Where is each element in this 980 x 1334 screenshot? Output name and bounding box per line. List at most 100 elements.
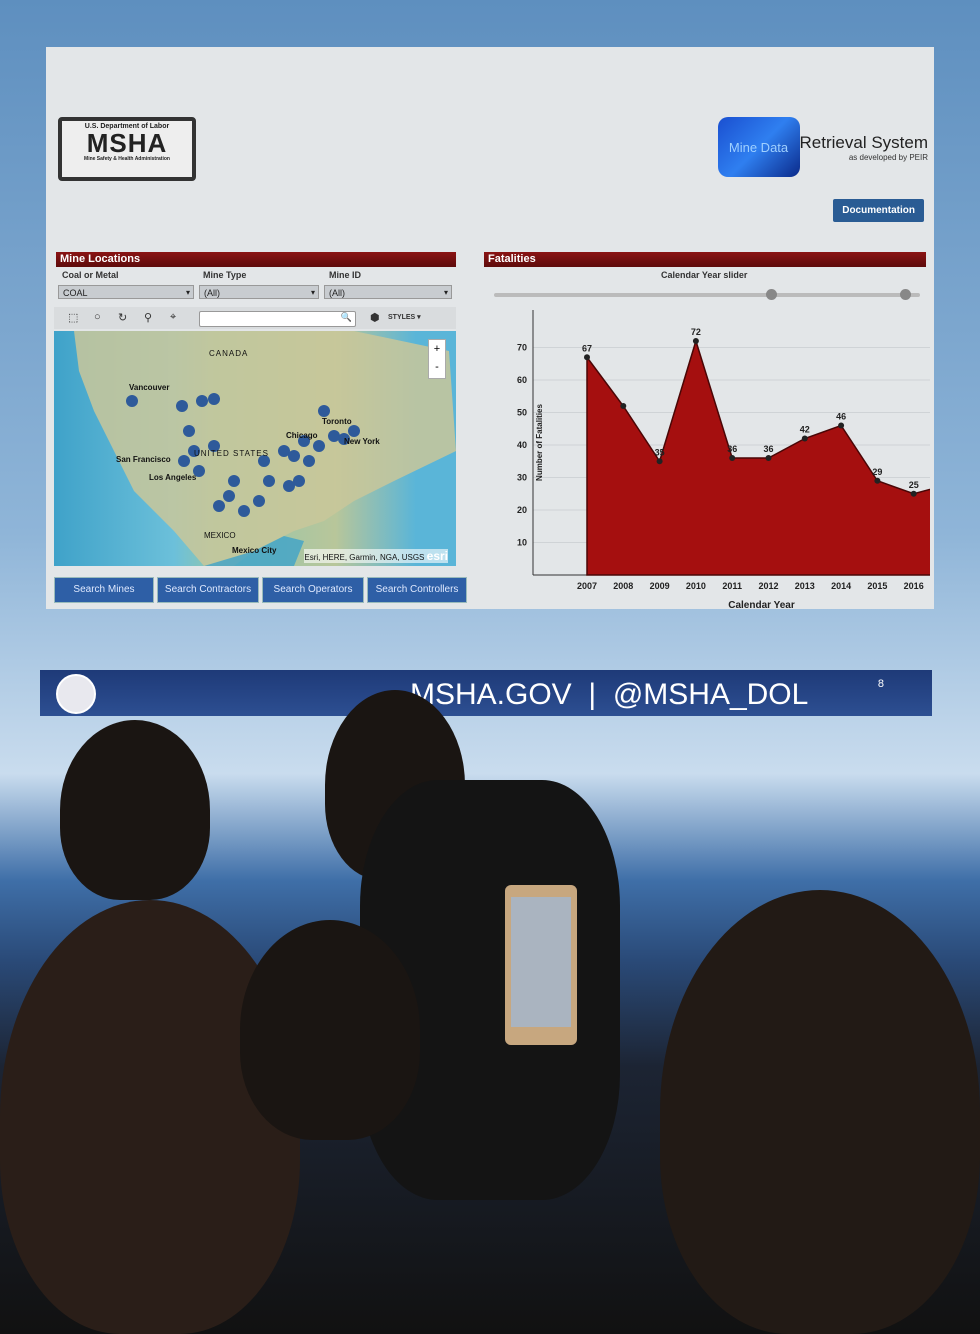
mine-marker[interactable]	[238, 505, 250, 517]
map-label: Toronto	[322, 417, 352, 426]
mine-marker[interactable]	[228, 475, 240, 487]
data-point[interactable]	[874, 477, 881, 484]
mine-marker[interactable]	[223, 490, 235, 502]
audience-head	[60, 720, 210, 900]
search-mines-button[interactable]: Search Mines	[54, 577, 154, 603]
mine-marker[interactable]	[293, 475, 305, 487]
circle-select-icon[interactable]: ○	[94, 311, 101, 323]
x-tick-label: 2016	[904, 581, 924, 591]
x-tick-label: 2010	[686, 581, 706, 591]
pin-select-icon[interactable]: ⚲	[144, 312, 153, 324]
x-tick-label: 2014	[831, 581, 851, 591]
data-point[interactable]	[620, 403, 627, 409]
mine-marker[interactable]	[338, 433, 350, 445]
mine-marker[interactable]	[313, 440, 325, 452]
data-point[interactable]	[584, 354, 590, 361]
mine-marker[interactable]	[188, 445, 200, 457]
mine-marker[interactable]	[263, 475, 275, 487]
data-point[interactable]	[692, 338, 699, 344]
data-label: 35	[655, 447, 665, 457]
data-label: 67	[582, 343, 592, 353]
data-label: 25	[909, 480, 919, 490]
mine-marker[interactable]	[328, 430, 340, 442]
mine-marker[interactable]	[288, 450, 300, 462]
mine-marker[interactable]	[278, 445, 290, 457]
mine-marker[interactable]	[183, 425, 195, 437]
audience-head	[0, 900, 300, 1334]
search-buttons: Search Mines Search Contractors Search O…	[54, 577, 467, 603]
mine-marker[interactable]	[176, 400, 188, 412]
y-tick-label: 30	[517, 473, 527, 483]
data-label: 36	[763, 444, 773, 454]
app-subtitle: as developed by PEIR	[848, 152, 928, 162]
data-label: 72	[691, 327, 701, 337]
data-point[interactable]	[729, 455, 736, 461]
map-label: Chicago	[286, 431, 318, 440]
mine-id-select[interactable]: (All)	[324, 285, 452, 300]
map-label: Vancouver	[129, 383, 170, 392]
x-tick-label: 2015	[867, 581, 887, 591]
page-number: 8	[877, 678, 884, 690]
map-label: Los Angeles	[149, 473, 197, 482]
search-operators-button[interactable]: Search Operators	[262, 577, 364, 603]
mine-marker[interactable]	[208, 393, 220, 405]
styles-dropdown[interactable]: STYLES ▾	[388, 314, 421, 321]
x-tick-label: 2009	[650, 581, 670, 591]
x-tick-label: 2007	[577, 581, 597, 591]
mine-marker[interactable]	[126, 395, 138, 407]
x-tick-label: 2011	[722, 581, 742, 591]
mine-marker[interactable]	[303, 455, 315, 467]
zoom-in-button[interactable]: +	[433, 343, 441, 355]
lasso-select-icon[interactable]: ↻	[118, 312, 128, 324]
search-icon[interactable]: 🔍	[340, 312, 352, 322]
data-point[interactable]	[765, 455, 772, 461]
mine-marker[interactable]	[193, 465, 205, 477]
search-contractors-button[interactable]: Search Contractors	[157, 577, 259, 603]
x-tick-label: 2013	[795, 581, 815, 591]
zoom-out-button[interactable]: -	[435, 361, 439, 373]
data-label: 29	[872, 467, 882, 477]
rectangle-select-icon[interactable]: ⬚	[68, 312, 79, 324]
coal-or-metal-select[interactable]: COAL	[58, 285, 194, 300]
mine-type-select[interactable]: (All)	[199, 285, 319, 300]
mine-marker[interactable]	[253, 495, 265, 507]
app-icon: Mine Data	[717, 117, 800, 177]
data-point[interactable]	[910, 490, 917, 497]
map-land	[74, 331, 456, 566]
x-tick-label: 2012	[758, 581, 778, 591]
logo-line: U.S. Department of Labor	[84, 123, 170, 130]
search-controllers-button[interactable]: Search Controllers	[367, 577, 467, 603]
layers-icon[interactable]: ⬢	[370, 312, 380, 324]
mine-map[interactable]: CANADA Vancouver UNITED STATES San Franc…	[54, 331, 456, 566]
map-label: Mexico City	[232, 546, 277, 555]
mine-marker[interactable]	[213, 500, 225, 512]
map-label: UNITED STATES	[194, 449, 269, 458]
mine-marker[interactable]	[178, 455, 190, 467]
calendar-year-slider[interactable]	[494, 289, 920, 300]
slide-footer: MSHA.GOV | @MSHA_DOL 8	[40, 670, 932, 716]
slider-handle-start[interactable]	[766, 289, 777, 300]
data-point[interactable]	[838, 422, 845, 429]
esri-logo: esri	[426, 549, 448, 563]
footer-text: MSHA.GOV | @MSHA_DOL	[410, 678, 809, 711]
y-tick-label: 20	[517, 505, 527, 515]
data-point[interactable]	[801, 435, 808, 442]
measure-icon[interactable]: ⌖	[170, 311, 177, 323]
dol-seal-icon	[56, 674, 96, 714]
y-axis-title: Number of Fatalities	[535, 404, 544, 481]
mine-marker[interactable]	[208, 440, 220, 452]
mine-marker[interactable]	[196, 395, 208, 407]
phone	[505, 885, 577, 1045]
mine-marker[interactable]	[298, 435, 310, 447]
map-search-input[interactable]: 🔍	[199, 311, 356, 327]
app-title: Retrieval System	[799, 132, 928, 152]
slider-handle-end[interactable]	[900, 289, 911, 300]
mine-marker[interactable]	[283, 480, 295, 492]
mine-marker[interactable]	[258, 455, 270, 467]
documentation-button[interactable]: Documentation	[833, 199, 924, 222]
audience-head	[240, 920, 420, 1140]
data-point[interactable]	[656, 458, 663, 465]
mine-marker[interactable]	[348, 425, 360, 437]
mine-marker[interactable]	[318, 405, 330, 417]
attribution-text: Esri, HERE, Garmin, NGA, USGS	[304, 553, 425, 562]
